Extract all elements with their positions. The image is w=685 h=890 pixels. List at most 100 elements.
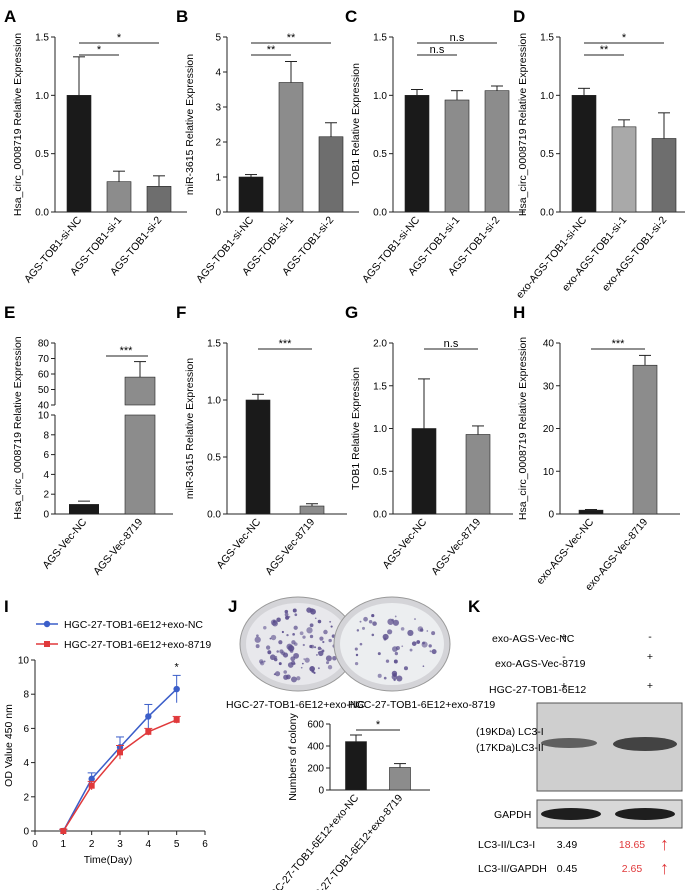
y-tick-label: 70 (38, 354, 50, 365)
colony-dot (291, 660, 296, 665)
y-axis-label: TOB1 Relative Expression (350, 63, 362, 186)
colony-dot (302, 635, 306, 639)
bar (124, 376, 156, 406)
colony-dot (361, 626, 365, 630)
colony-dot (354, 661, 359, 666)
colony-dot (400, 627, 405, 631)
colony-dot (377, 673, 382, 678)
significance-label: n.s (450, 32, 465, 44)
y-tick-label: 1 (215, 173, 221, 184)
colony-dot (274, 671, 281, 677)
colony-dot (309, 634, 314, 639)
data-point (88, 775, 95, 783)
colony-dot (383, 676, 387, 680)
colony-dot (281, 630, 284, 634)
colony-dot (377, 652, 381, 656)
colony-dot (392, 619, 400, 626)
chart-panel-e: 40 50 60 70 80 0 2 4 6 8 10 Hsa_circ_0008719 Relati… (12, 336, 173, 578)
bar (578, 509, 604, 515)
colony-dot (309, 623, 314, 628)
colony-plate-right (333, 596, 451, 692)
data-point (145, 713, 152, 720)
panel-letter-g: G (345, 303, 358, 322)
ratio-value-highlight: 18.65 (619, 839, 645, 851)
y-tick-label: 2 (43, 490, 49, 501)
colony-dot (414, 618, 416, 620)
gapdh-band (615, 808, 675, 820)
y-axis-label: miR-3615 Relative Expression (184, 358, 196, 499)
colony-dot (263, 660, 266, 663)
k-row-name: exo-AGS-Vec-NC (492, 633, 575, 645)
plate-label-right: HGC-27-TOB1-6E12+exo-8719 (348, 699, 495, 711)
significance-label: *** (120, 345, 134, 357)
colony-dot (265, 645, 271, 650)
colony-dot (329, 620, 332, 623)
y-tick-label: 1.0 (373, 424, 387, 435)
colony-dot (317, 646, 322, 651)
bar (66, 95, 92, 213)
colony-dot (260, 660, 265, 666)
data-point (60, 828, 67, 834)
colony-dot (403, 666, 408, 671)
colony-dot (383, 637, 387, 641)
legend-label: HGC-27-TOB1-6E12+exo-NC (64, 619, 203, 631)
panel-letter-a: A (4, 7, 16, 26)
y-axis-label: Hsa_circ_0008719 Relative Expression (517, 337, 529, 520)
colony-dots (254, 607, 343, 683)
plate-label-left: HGC-27-TOB1-6E12+exo-NC (226, 699, 365, 711)
x-tick-label: exo-AGS-Vec-NC (534, 516, 596, 587)
y-tick-label: 0.0 (207, 510, 221, 521)
x-tick-label: 0 (32, 839, 38, 850)
up-arrow-icon: ↑ (660, 858, 669, 878)
y-tick-label: 40 (38, 401, 50, 412)
colony-dot (325, 655, 332, 662)
colony-dot (270, 634, 277, 641)
significance-label: *** (612, 338, 626, 350)
colony-dot (278, 662, 282, 666)
k-row-name: exo-AGS-Vec-8719 (495, 658, 586, 670)
colony-dot (283, 670, 288, 674)
colony-dot (302, 643, 305, 647)
colony-dot (300, 666, 303, 669)
k-row-mark: - (562, 651, 566, 663)
y-tick-label: 8 (23, 690, 29, 701)
colony-dot (422, 641, 425, 645)
gapdh-band (541, 808, 601, 820)
ratio-value-highlight: 2.65 (622, 863, 643, 875)
colony-dot (276, 617, 281, 623)
colony-dot (293, 652, 299, 659)
panel-letter-i: I (4, 597, 9, 616)
series-line (62, 688, 178, 832)
y-tick-label: 10 (543, 467, 555, 478)
y-axis-label: miR-3615 Relative Expression (184, 54, 196, 195)
x-tick-label: HGC-27-TOB1-6E12+exo-NC (263, 792, 362, 890)
colony-dot (356, 629, 360, 632)
colony-dot (303, 658, 305, 660)
bar (318, 136, 344, 213)
y-tick-label: 30 (543, 381, 555, 392)
y-tick-label: 0 (43, 510, 49, 521)
colony-dot (283, 674, 289, 680)
colony-dot (321, 649, 325, 653)
significance-label: n.s (444, 338, 459, 350)
legend-marker (43, 620, 51, 628)
colony-dot (387, 629, 393, 635)
y-tick-label: 200 (307, 764, 324, 775)
colony-dot (313, 671, 316, 674)
panel-letters: A B C D E F G H I J K (4, 7, 525, 616)
colony-dot (286, 643, 293, 650)
panel-letter-d: D (513, 7, 525, 26)
colony-dot (396, 675, 403, 682)
colony-dot (296, 676, 301, 681)
x-tick-label: 6 (202, 839, 208, 850)
colony-dot (292, 632, 295, 636)
significance-label: n.s (430, 44, 445, 56)
bar (124, 414, 156, 515)
colony-dot (429, 650, 432, 653)
y-tick-label: 0.5 (35, 149, 49, 160)
y-axis-label: Numbers of colony (287, 712, 299, 800)
k-row-mark: - (648, 631, 652, 643)
